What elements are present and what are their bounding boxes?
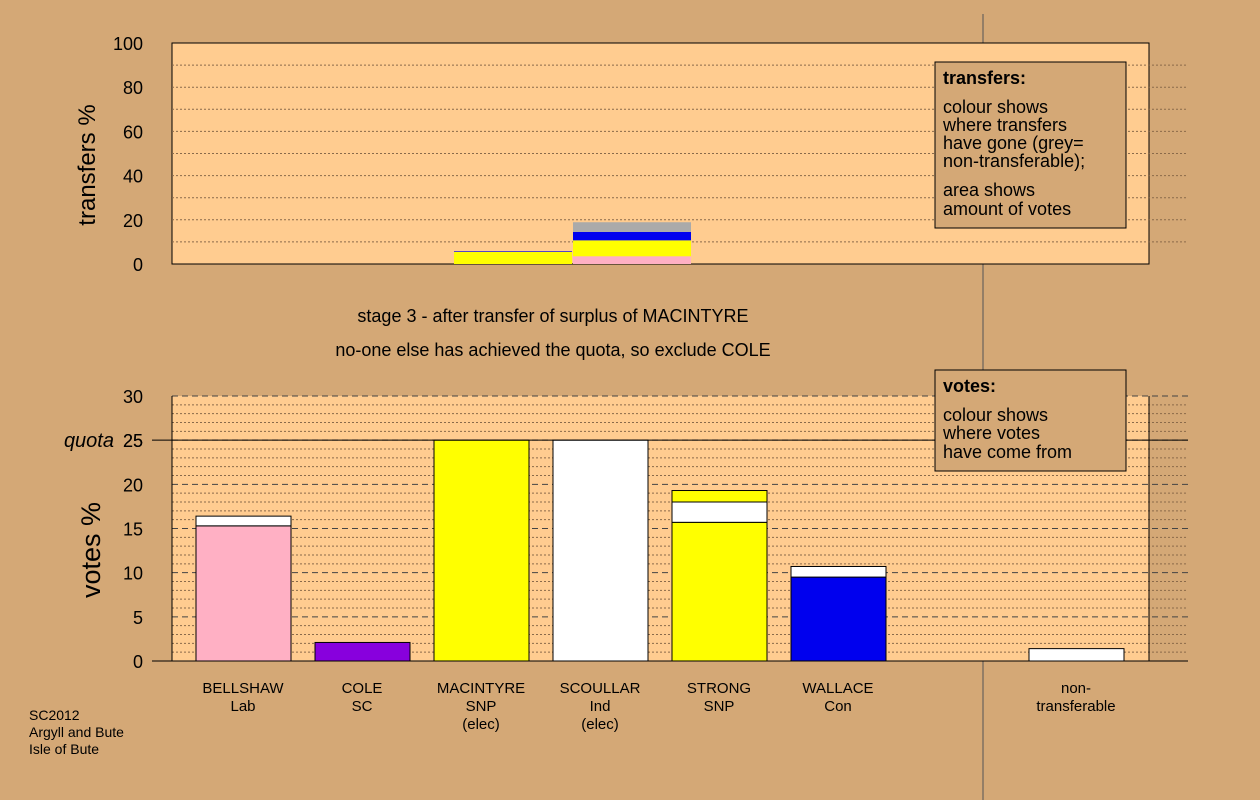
y-tick-label: 40	[123, 167, 143, 187]
y-tick-label: 20	[123, 211, 143, 231]
category-label: WALLACE	[802, 680, 873, 697]
transfers-legend-title: transfers:	[943, 68, 1026, 88]
transfers-bars	[454, 222, 691, 264]
y-tick-label: 100	[113, 34, 143, 54]
transfer-segment	[573, 240, 691, 257]
category-label: (elec)	[462, 716, 500, 733]
stage-subcaption: no-one else has achieved the quota, so e…	[335, 340, 770, 360]
vote-segment	[314, 641, 411, 662]
transfer-segment	[573, 231, 691, 241]
quota-label: quota	[64, 430, 114, 452]
transfers-legend-line: amount of votes	[943, 199, 1071, 219]
vote-segment	[1028, 648, 1125, 662]
transfers-legend-line: have gone (grey=	[943, 133, 1084, 153]
transfer-segment	[454, 251, 572, 264]
category-label: STRONG	[687, 680, 751, 697]
footer-line: Argyll and Bute	[29, 724, 124, 740]
y-tick-label: 5	[133, 608, 143, 628]
category-label: SCOULLAR	[560, 680, 641, 697]
category-label: SNP	[466, 698, 497, 715]
transfers-legend-line: where transfers	[942, 115, 1067, 135]
y-tick-label: 20	[123, 475, 143, 495]
category-label: SNP	[704, 698, 735, 715]
votes-legend-box	[934, 369, 1127, 472]
category-label: COLE	[342, 680, 383, 697]
y-tick-label: 10	[123, 564, 143, 584]
transfers-legend-box	[934, 61, 1127, 229]
vote-segment	[195, 525, 292, 662]
vote-segment	[671, 521, 768, 662]
y-tick-label: 15	[123, 520, 143, 540]
vote-segment	[671, 490, 768, 503]
footer-line: SC2012	[29, 707, 80, 723]
votes-bars	[195, 439, 1125, 662]
vote-segment	[195, 515, 292, 527]
transfer-segment	[454, 251, 572, 252]
transfers-legend-line: non-transferable);	[943, 151, 1085, 171]
y-tick-label: 25	[123, 431, 143, 451]
category-label: Con	[824, 698, 852, 715]
vote-segment	[671, 501, 768, 523]
stage-caption: stage 3 - after transfer of surplus of M…	[357, 306, 748, 326]
votes-legend: votes: colour shows where votes have com…	[934, 369, 1127, 472]
category-label: transferable	[1036, 698, 1115, 715]
votes-legend-line: where votes	[942, 423, 1040, 443]
category-label: Ind	[590, 698, 611, 715]
transfer-segment	[573, 222, 691, 232]
transfers-legend: transfers: colour shows where transfers …	[934, 61, 1127, 229]
transfers-legend-line: area shows	[943, 180, 1035, 200]
transfers-tick-labels: 0 20 40 60 80 100	[113, 34, 143, 275]
votes-legend-line: colour shows	[943, 405, 1048, 425]
vote-segment	[433, 439, 530, 662]
vote-segment	[790, 565, 887, 578]
transfers-legend-line: colour shows	[943, 97, 1048, 117]
footer-line: Isle of Bute	[29, 741, 99, 757]
votes-y-axis-label: votes %	[76, 502, 106, 598]
category-label: BELLSHAW	[202, 680, 284, 697]
quota-tick-value: 25	[123, 431, 143, 451]
category-label: non-	[1061, 680, 1091, 697]
vote-segment	[552, 439, 649, 662]
category-label: SC	[352, 698, 373, 715]
transfers-y-axis-label: transfers %	[74, 104, 101, 225]
transfers-gridlines	[172, 64, 1188, 243]
vote-segment	[790, 576, 887, 662]
candidate-labels: BELLSHAWLabCOLESCMACINTYRESNP(elec)SCOUL…	[202, 680, 1115, 733]
y-tick-label: 60	[123, 122, 143, 142]
y-tick-label: 80	[123, 78, 143, 98]
category-label: (elec)	[581, 716, 619, 733]
votes-legend-title: votes:	[943, 376, 996, 396]
y-tick-label: 30	[123, 387, 143, 407]
y-tick-label: 0	[133, 255, 143, 275]
y-tick-label: 0	[133, 652, 143, 672]
transfers-panel: 0 20 40 60 80 100 transfers % transfers: colo…	[74, 34, 1188, 275]
category-label: Lab	[230, 698, 255, 715]
votes-legend-line: have come from	[943, 442, 1072, 462]
category-label: MACINTYRE	[437, 680, 525, 697]
transfer-segment	[573, 256, 691, 264]
